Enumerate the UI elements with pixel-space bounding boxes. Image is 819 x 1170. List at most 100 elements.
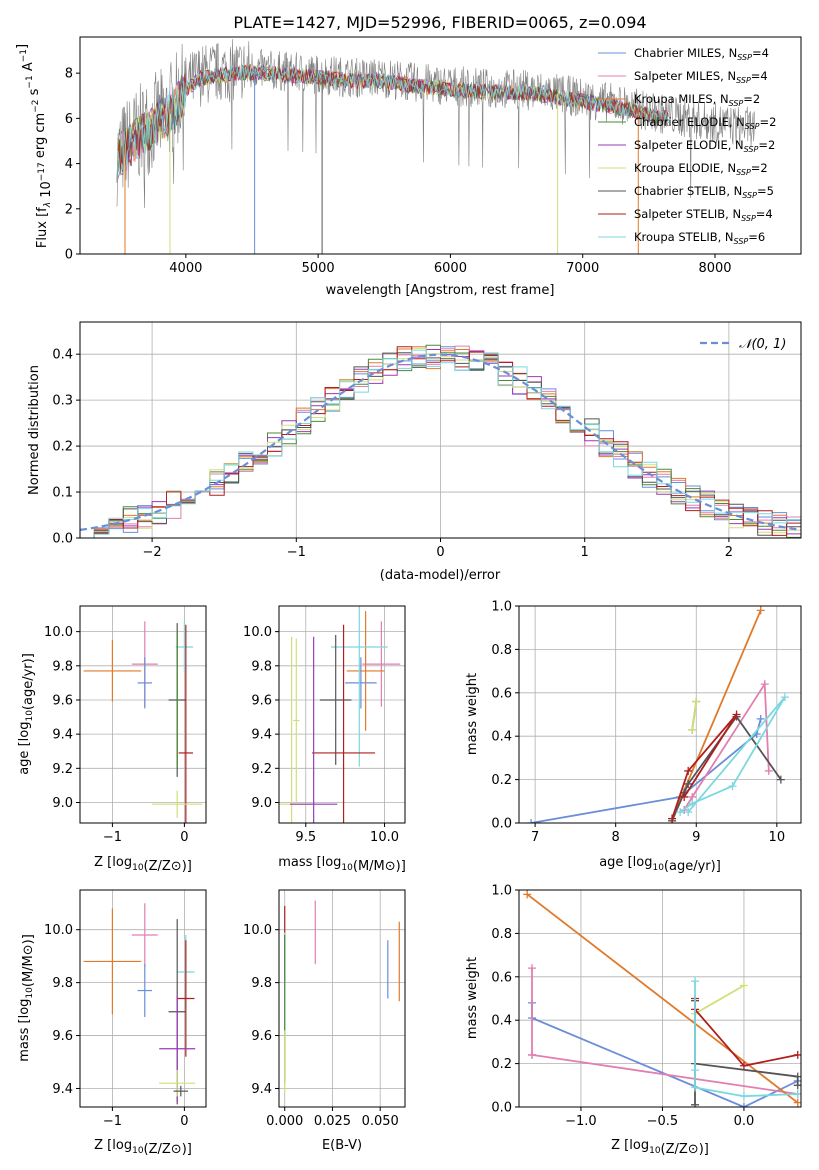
legend-label: Chabrier STELIB, NSSP=5 [634, 184, 774, 200]
histogram-kroupa-stelib [80, 349, 801, 538]
x-tick-label: 10 [769, 830, 786, 845]
legend-sub: SSP [742, 191, 757, 200]
label-part: 10 [649, 1146, 661, 1156]
weight-line-kroupa-miles [526, 893, 799, 1104]
label-part: −1 [25, 75, 35, 88]
legend-text: Kroupa MILES, N [634, 92, 729, 106]
label-part: −1 [19, 49, 29, 62]
y-tick-label: 0.4 [491, 730, 512, 745]
weight-line-kroupa-stelib [694, 981, 798, 1098]
x-axis-label: mass [log10(M/M⊙)] [278, 855, 406, 874]
x-tick-label: 7000 [566, 261, 599, 276]
y-tick-label: 9.0 [251, 796, 272, 811]
y-tick-label: 4 [65, 157, 73, 172]
model-spectrum-salpeter-stelib [116, 64, 669, 183]
x-tick-label: −1.0 [565, 1114, 597, 1129]
weight-marker [527, 819, 536, 823]
x-tick-label: 1 [581, 545, 589, 560]
y-tick-label: 9.0 [52, 796, 73, 811]
weight-line-salpeter-miles [531, 968, 798, 1095]
legend-suffix: =5 [757, 184, 774, 198]
y-tick-label: 9.6 [52, 693, 73, 708]
x-tick-label: 8 [612, 830, 620, 845]
label-part: wave [326, 283, 360, 298]
weight-line-chabrier-miles [530, 718, 762, 823]
y-axis-label: Normed distribution [27, 365, 42, 495]
label-part: 10 [25, 710, 35, 722]
weight-marker [691, 1083, 700, 1092]
gaussian-legend-label: 𝒩(0, 1) [739, 337, 786, 352]
y-tick-label: 0.2 [491, 773, 512, 788]
data-layer [523, 890, 801, 1107]
weight-marker [528, 1050, 537, 1059]
weight-marker [756, 714, 765, 723]
data-layer [116, 39, 755, 254]
legend-sub: SSP [734, 237, 749, 246]
y-tick-label: 9.8 [52, 659, 73, 674]
plot-residuals: −2 −1 0 1 2 0.0 0.1 0.2 0.3 0.4 𝒩(0, 1) (data-model… [27, 321, 802, 583]
weight-marker [756, 606, 765, 615]
x-tick-label: 10.0 [370, 830, 399, 845]
weight-marker [739, 1103, 748, 1107]
label-part: )/error [459, 568, 501, 583]
legend-suffix: =4 [756, 207, 773, 221]
x-tick-label: −2 [143, 545, 162, 560]
legend-text: Kroupa ELODIE, N [634, 161, 736, 175]
y-tick-label: 0.0 [491, 1101, 512, 1116]
label-part: Z [ [94, 855, 112, 870]
y-axis-label: mass weight [465, 673, 480, 755]
data-layer [284, 900, 400, 1094]
label-part: 10 [132, 1146, 144, 1156]
x-tick-label: 2 [725, 545, 733, 560]
weight-marker [680, 792, 689, 801]
label-part: log [322, 855, 342, 870]
legend-label: Salpeter STELIB, NSSP=4 [634, 207, 773, 223]
weight-marker [688, 725, 697, 734]
x-tick-label: −1 [103, 1114, 122, 1129]
weight-marker [668, 814, 677, 823]
label-part: mass [ [278, 855, 321, 870]
weight-marker [728, 782, 737, 791]
y-tick-label: 9.8 [251, 659, 272, 674]
y-tick-label: 9.8 [251, 976, 272, 991]
weight-line-chabrier-miles [531, 1002, 799, 1107]
x-tick-label: 7 [531, 830, 539, 845]
legend-sub: SSP [737, 53, 752, 62]
x-axis-label: Z [log10(Z/Z⊙)] [94, 855, 192, 874]
x-axis-label: E(B-V) [322, 1138, 362, 1153]
legend-label: Kroupa STELIB, NSSP=6 [634, 230, 765, 246]
y-axis-label: mass weight [465, 957, 480, 1039]
label-part: s [27, 88, 42, 99]
label-part: Z [ [94, 1138, 112, 1153]
label-part: mass weight [465, 957, 480, 1039]
plot-age-vs-Z: −1 09.09.29.49.69.810.0Z [log10(Z/Z⊙)]age… [17, 605, 207, 874]
y-tick-label: 10.0 [44, 923, 73, 938]
x-tick-label: 6000 [434, 261, 467, 276]
x-tick-label: 4000 [169, 261, 202, 276]
axes-frame [79, 36, 802, 255]
weight-marker [684, 779, 693, 788]
legend-sub: SSP [744, 145, 759, 154]
label-part: E(B-V) [322, 1138, 362, 1153]
x-tick-label: 0.050 [362, 1114, 399, 1129]
x-tick-label: 0.0 [734, 1114, 755, 1129]
legend-label: Kroupa MILES, NSSP=2 [634, 92, 760, 108]
y-tick-label: 10.0 [243, 625, 272, 640]
y-tick-label: 0.1 [52, 486, 73, 501]
legend-suffix: =2 [760, 115, 777, 129]
label-part: l [35, 237, 50, 241]
label-part: 10 [341, 863, 353, 873]
label-part: ength [Angstrom, rest frame] [364, 283, 555, 298]
y-tick-label: 0.8 [491, 643, 512, 658]
y-tick-label: 0.2 [491, 1057, 512, 1072]
x-axis-label: (data-model)/error [380, 568, 501, 583]
legend-suffix: =6 [748, 230, 765, 244]
y-tick-label: 9.2 [52, 762, 73, 777]
label-part: l [456, 568, 460, 583]
weight-marker [691, 1066, 700, 1075]
weight-marker [739, 1092, 748, 1101]
legend-text: Chabrier STELIB, N [634, 184, 742, 198]
y-tick-label: 9.6 [251, 693, 272, 708]
